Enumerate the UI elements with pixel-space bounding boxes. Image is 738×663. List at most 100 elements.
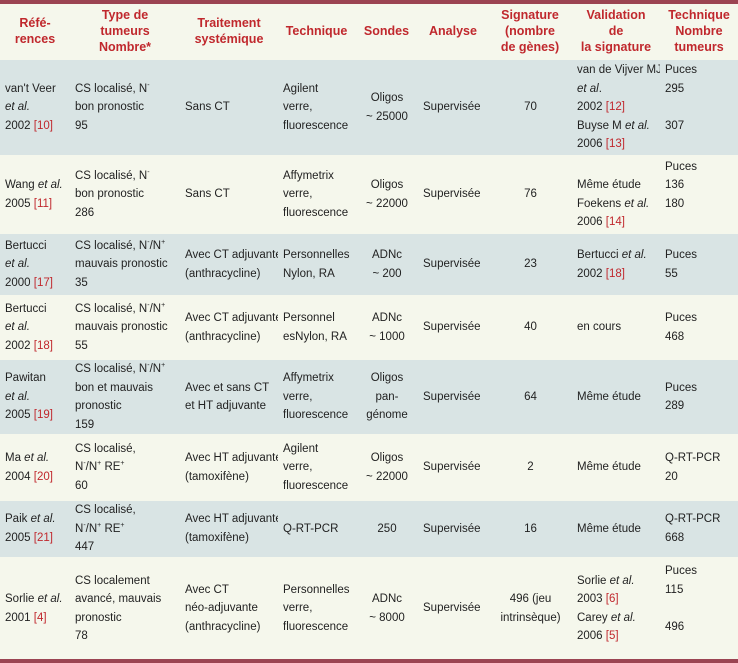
cell-line: Puces	[665, 562, 734, 581]
header-line: Signature	[501, 8, 559, 22]
reference-link[interactable]: [21]	[33, 531, 53, 544]
reference-link[interactable]: [20]	[33, 470, 53, 483]
reference-link[interactable]: [13]	[605, 138, 625, 151]
text: Supervisée	[423, 188, 481, 201]
reference-link[interactable]: [14]	[605, 216, 625, 228]
cell-line: Supervisée	[423, 98, 484, 117]
cell-line: Puces	[665, 246, 734, 265]
cell-line: 70	[493, 98, 568, 117]
header-line: rences	[14, 32, 56, 46]
cell-line: Personnel	[283, 309, 351, 328]
text: Avec CT adjuvante	[185, 312, 278, 324]
text: Puces	[665, 160, 697, 173]
cell-signature: 2	[488, 435, 572, 500]
text: ADNc	[371, 312, 403, 324]
cell-technique: Q-RT-PCR	[278, 500, 355, 558]
text: ~ 8000	[369, 611, 405, 624]
text: ~ 25000	[366, 110, 408, 123]
reference-link[interactable]: [18]	[33, 339, 53, 352]
cell-signature: 23	[488, 233, 572, 296]
text: 35	[75, 276, 88, 289]
text: Puces	[665, 565, 697, 578]
reference-link[interactable]: [5]	[605, 630, 619, 642]
text: 64	[524, 390, 537, 403]
header-line: de gènes)	[500, 40, 560, 54]
reference-link[interactable]: [6]	[605, 593, 619, 605]
text: /N	[149, 239, 162, 252]
cell-treatment: Avec HT adjuvante (tamoxifène)	[180, 500, 278, 558]
cell-line: Bertucci	[5, 300, 66, 319]
reference-link[interactable]: [11]	[33, 197, 53, 210]
cell-line: ~ 8000	[360, 609, 414, 628]
text: Paik	[5, 513, 31, 526]
cell-line: Puces	[665, 309, 734, 328]
cell-line: mauvais pronostic	[75, 255, 176, 274]
reference-link[interactable]: [12]	[605, 101, 625, 114]
reference-link[interactable]: [17]	[33, 276, 53, 289]
table-row: Wang et al. 2005 [11] CS localisé, N-bon p…	[0, 156, 738, 233]
cell-line: Q-RT-PCR	[283, 520, 351, 539]
cell-reference: Bertucci et al. 2000 [17]	[0, 233, 70, 296]
cell-treatment: Avec CT adjuvante (anthracycline)	[180, 233, 278, 296]
header-technique: Technique	[278, 4, 355, 59]
text: van't Veer	[5, 82, 56, 95]
text: 2003	[577, 593, 606, 605]
cell-line	[665, 98, 734, 117]
cell-line: verre,	[283, 185, 351, 204]
header-line: Technique	[668, 8, 730, 22]
text: 307	[665, 119, 685, 132]
cell-line: Avec HT adjuvante	[185, 449, 278, 468]
reference-link[interactable]: [19]	[33, 409, 53, 422]
cell-line: Supervisée	[423, 388, 484, 407]
text: 2001	[5, 611, 34, 624]
text: (tamoxifène)	[185, 531, 249, 544]
cell-line: 2005 [19]	[5, 406, 66, 425]
text: fluorescence	[283, 409, 349, 422]
text: Personnelles	[283, 583, 350, 596]
cell-analysis: Supervisée	[418, 500, 488, 558]
text: Sorlie	[577, 574, 610, 587]
cell-line: Affymetrix	[283, 369, 351, 388]
text: CS localisé,	[75, 504, 136, 516]
cell-line: Nylon, RA	[283, 265, 351, 284]
text: pan-	[375, 390, 399, 403]
cell-technique-count: Puces 115 496	[660, 558, 738, 659]
cell-line: van't Veer	[5, 80, 66, 99]
cell-line: 35	[75, 274, 176, 293]
cell-line: 20	[665, 468, 734, 487]
reference-link[interactable]: [18]	[605, 267, 625, 280]
text: N	[75, 461, 84, 474]
text: 289	[665, 400, 685, 412]
cell-line: bon pronostic	[75, 185, 176, 204]
text: mauvais pronostic	[75, 321, 168, 334]
text: 2	[527, 461, 534, 474]
cell-line: Paik et al.	[5, 510, 66, 529]
text: fluorescence	[283, 119, 349, 132]
table-row: Ma et al. 2004 [20] CS localisé, N-/N+ RE+ 6…	[0, 435, 738, 500]
cell-line: esNylon, RA	[283, 328, 351, 347]
superscript: +	[97, 460, 102, 468]
cell-line: Supervisée	[423, 255, 484, 274]
cell-reference: Sorlie et al. 2001 [4]	[0, 558, 70, 659]
cell-signature: 16	[488, 500, 572, 558]
text: Supervisée	[423, 321, 481, 334]
superscript: +	[161, 301, 166, 309]
text: 668	[665, 531, 685, 544]
cell-line: Supervisée	[423, 458, 484, 477]
header-line: Analyse	[429, 24, 477, 38]
text: 16	[524, 522, 537, 535]
text: Supervisée	[423, 602, 481, 615]
text: ~ 200	[372, 267, 402, 280]
text: Supervisée	[423, 258, 481, 271]
cell-line: 468	[665, 328, 734, 347]
text: ~ 22000	[366, 197, 408, 210]
table-body: van't Veer et al. 2002 [10] CS localisé, N-…	[0, 59, 738, 659]
cell-line: Oligos	[360, 369, 414, 388]
header-line: la signature	[580, 40, 652, 54]
text: (anthracycline)	[185, 620, 261, 633]
reference-link[interactable]: [10]	[33, 119, 53, 132]
cell-signature: 76	[488, 156, 572, 233]
cell-technique-count: Q-RT-PCR 20	[660, 435, 738, 500]
reference-link[interactable]: [4]	[33, 611, 47, 624]
cell-line: Même étude	[577, 458, 656, 477]
